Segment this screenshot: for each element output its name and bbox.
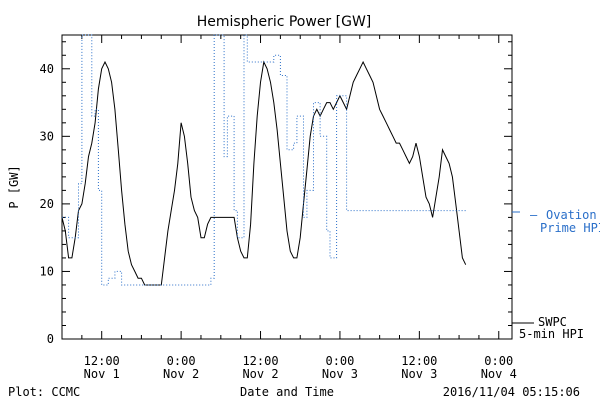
y-tick-label: 0 [47,332,54,346]
x-tick-label-time: 0:00 [167,354,196,368]
ovation-legend-line2: Prime HPI [540,221,600,235]
y-axis-label: P [GW] [7,165,21,208]
ovation-prime-hpi-line [62,34,466,286]
x-tick-label-date: Nov 3 [322,367,358,381]
series-layer [61,34,467,286]
swpc-hpi-line [61,60,467,286]
x-tick-label-time: 12:00 [242,354,278,368]
x-axis-label: Date and Time [240,385,334,399]
chart-title: Hemispheric Power [GW] [197,14,372,30]
ovation-legend-line1: Ovation [546,208,597,222]
x-tick-label-time: 12:00 [84,354,120,368]
x-tick-label-time: 12:00 [401,354,437,368]
ovation-legend-marker: — [530,208,538,222]
plot-timestamp: 2016/11/04 05:15:06 [443,385,580,399]
y-tick-label: 40 [40,62,54,76]
x-tick-label-time: 0:00 [325,354,354,368]
x-tick-label-date: Nov 4 [481,367,517,381]
x-tick-label-time: 0:00 [484,354,513,368]
x-tick-label-date: Nov 3 [401,367,437,381]
x-tick-label-date: Nov 1 [84,367,120,381]
x-tick-label-date: Nov 2 [242,367,278,381]
swpc-legend-line1: SWPC [538,315,567,329]
y-axis: 0 10 20 30 40 [40,41,512,346]
y-tick-label: 10 [40,264,54,278]
x-tick-label-date: Nov 2 [163,367,199,381]
swpc-legend-line2: 5-min HPI [519,327,584,341]
y-tick-label: 30 [40,129,54,143]
plot-frame [61,34,513,340]
plot-credit: Plot: CCMC [8,385,80,399]
y-tick-label: 20 [40,197,54,211]
